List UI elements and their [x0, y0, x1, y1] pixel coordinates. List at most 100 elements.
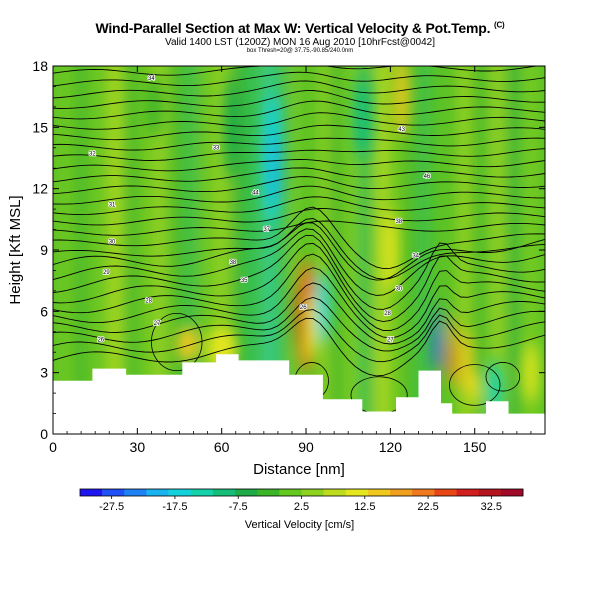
velocity-cell [176, 325, 200, 363]
isotherm-line [53, 137, 545, 151]
velocity-cell [353, 76, 371, 158]
colorbar-swatch [434, 489, 457, 496]
isotherm-line [53, 222, 545, 281]
velocity-streak [460, 66, 467, 434]
isotherm-line [53, 196, 545, 216]
velocity-cell [271, 131, 280, 206]
velocity-cell [315, 270, 330, 345]
velocity-streak [291, 66, 298, 434]
colorbar-tick-label: -7.5 [229, 501, 248, 513]
velocity-cell [296, 284, 305, 347]
x-tick-label: 120 [379, 439, 403, 455]
colorbar: -27.5 -17.5 -7.5 2.5 12.5 22.5 32.5 Vertical Ve… [79, 488, 524, 531]
y-tick-label: 0 [40, 426, 48, 442]
y-tick-label: 12 [32, 181, 48, 197]
colorbar-swatch [345, 489, 369, 496]
velocity-streak [526, 66, 536, 434]
colorbar-swatch [80, 489, 103, 496]
chart-subtitle: Valid 1400 LST (1200Z) MON 16 Aug 2010 [… [165, 37, 435, 48]
velocity-streak [217, 66, 226, 434]
isotherm-line [53, 242, 545, 323]
isotherm-line [53, 218, 545, 280]
colorbar-swatch [190, 489, 214, 496]
velocity-streak [110, 66, 120, 434]
velocity-cell [145, 76, 163, 138]
isotherm-label: 26 [97, 338, 104, 344]
isotherm-line [53, 228, 545, 296]
velocity-streak [173, 66, 180, 434]
velocity-cell [306, 294, 318, 361]
x-tick-label: 0 [49, 439, 57, 455]
velocity-cell [383, 209, 398, 291]
y-tick-label: 18 [32, 58, 48, 74]
velocity-cell [460, 329, 472, 396]
isotherm-contours [53, 66, 545, 414]
colorbar-tick-label: -27.5 [99, 501, 124, 513]
velocity-streak [248, 66, 257, 434]
isotherm-line [53, 167, 545, 183]
colorbar-swatch [390, 489, 413, 496]
isotherm-line [53, 220, 545, 236]
velocity-streak [235, 66, 242, 434]
colorbar-swatch [257, 489, 280, 496]
isotherm-label: 26 [300, 305, 307, 311]
isotherm-line [53, 124, 545, 141]
isotherm-line [53, 234, 545, 310]
velocity-streak [362, 66, 368, 434]
isotherm-label: 33 [213, 145, 220, 151]
colorbar-tick-label: 2.5 [294, 501, 309, 513]
colorbar-swatch [412, 489, 435, 496]
x-tick-label: 150 [463, 439, 487, 455]
isotherm-label: 27 [154, 321, 161, 327]
isotherm-label: 30 [395, 286, 402, 292]
axes: 0 30 60 90 120 150 0 3 6 9 12 15 18 Distance [nm] Heig… [7, 58, 546, 478]
y-tick-label: 15 [32, 119, 48, 135]
velocity-cell [432, 323, 439, 373]
velocity-streak [320, 66, 326, 434]
chart-subsubtitle: box Thresh=20@ 37.75,-90.85/240.0nm [246, 48, 354, 54]
x-tick-label: 30 [130, 439, 146, 455]
colorbar-swatch [102, 489, 125, 496]
isotherm-line [53, 80, 545, 99]
velocity-streak [61, 66, 68, 434]
copyright-mark: (C) [494, 20, 505, 30]
isotherm-label: 43 [398, 127, 405, 133]
isotherm-line [53, 206, 545, 270]
velocity-streak [128, 66, 135, 434]
isotherm-label: 44 [252, 190, 259, 196]
terrain-mask [53, 354, 545, 434]
y-tick-label: 3 [40, 365, 48, 381]
isotherm-line [53, 253, 545, 332]
isotherm-line [53, 309, 545, 363]
isotherm-loop [485, 362, 521, 392]
colorbar-swatch [168, 489, 192, 496]
y-tick-label: 9 [40, 242, 48, 258]
isotherm-line [53, 159, 545, 172]
colorbar-swatch [456, 489, 479, 496]
y-tick-label: 6 [40, 303, 48, 319]
velocity-streak [265, 66, 274, 434]
velocity-streak [346, 66, 356, 434]
colorbar-swatch [235, 489, 258, 496]
terrain-profile [53, 354, 545, 434]
velocity-field [53, 66, 545, 434]
y-axis-label: Height [Kft MSL] [7, 195, 24, 304]
colorbar-swatch [478, 489, 502, 496]
isotherm-line [53, 317, 545, 377]
velocity-streak [511, 66, 517, 434]
isotherm-label: 31 [109, 203, 116, 209]
velocity-streak [377, 66, 387, 434]
isotherm-label: 27 [387, 338, 394, 344]
velocity-streak [477, 66, 484, 434]
isotherm-line [53, 148, 545, 161]
isotherm-label: 37 [263, 227, 270, 233]
isotherm-label: 29 [103, 270, 110, 276]
x-tick-label: 90 [298, 439, 314, 455]
isotherm-label: 38 [230, 260, 237, 266]
velocity-streak [78, 66, 84, 434]
isotherm-line [53, 267, 545, 339]
colorbar-swatch [212, 489, 236, 496]
isotherm-label: 34 [412, 254, 419, 260]
velocity-cell [523, 342, 538, 404]
